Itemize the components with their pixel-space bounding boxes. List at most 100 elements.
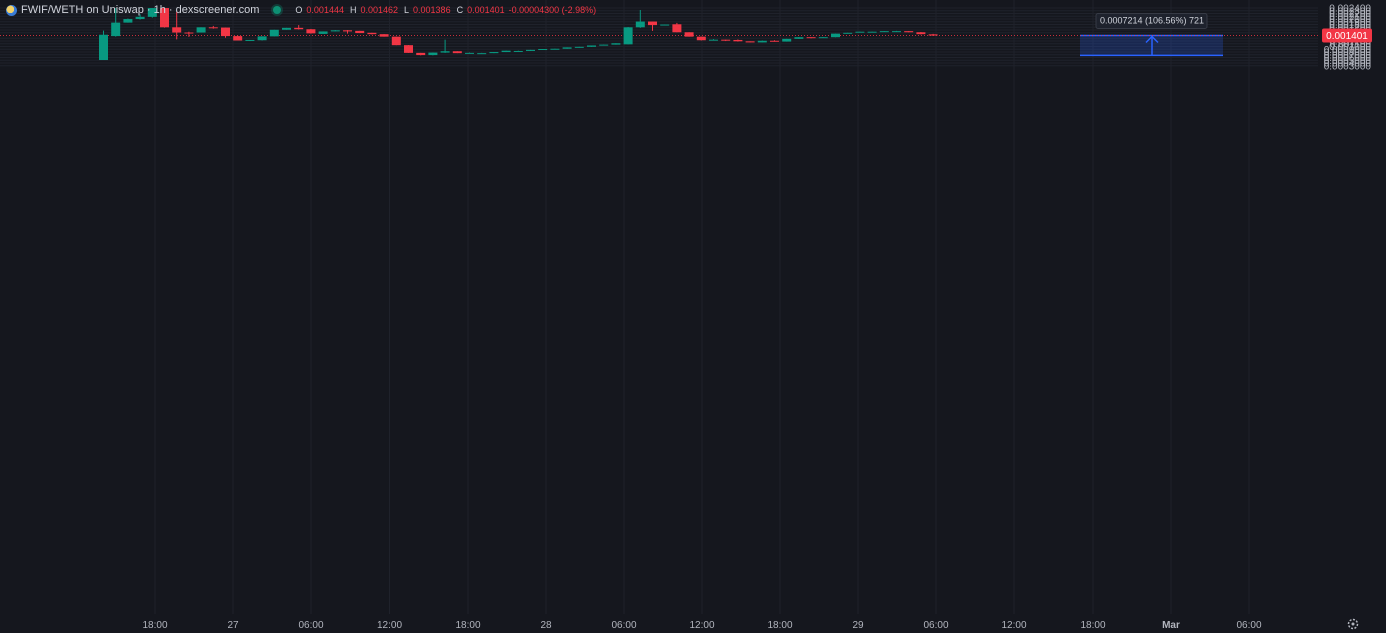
candle bbox=[294, 25, 304, 30]
candle bbox=[562, 47, 572, 49]
price-tick-label: 0.0008000 bbox=[1324, 48, 1372, 59]
measure-arrowhead-icon bbox=[1145, 35, 1159, 44]
candle bbox=[892, 30, 901, 33]
candle bbox=[526, 49, 535, 51]
low-value: 0.001386 bbox=[413, 5, 451, 15]
candle bbox=[806, 37, 816, 39]
candles bbox=[99, 8, 938, 61]
candle-body bbox=[867, 31, 877, 33]
current-price-tag-text: 0.001401 bbox=[1326, 31, 1368, 42]
price-tick-label: 0.002100 bbox=[1329, 12, 1371, 23]
low-label: L bbox=[404, 5, 410, 15]
time-tick-label: 29 bbox=[852, 620, 864, 631]
candle bbox=[379, 34, 389, 37]
candle bbox=[465, 52, 474, 54]
candle bbox=[879, 31, 889, 33]
candle-body bbox=[428, 52, 438, 56]
candle-body bbox=[684, 32, 694, 37]
candle-body bbox=[818, 37, 828, 39]
candle bbox=[428, 52, 438, 56]
candle-body bbox=[452, 51, 462, 54]
measure-label-background bbox=[1095, 13, 1208, 30]
close-value: 0.001401 bbox=[467, 5, 505, 15]
candle-body bbox=[99, 34, 108, 61]
candle-body bbox=[416, 52, 426, 56]
candle-body bbox=[806, 37, 816, 39]
candle-body bbox=[587, 45, 596, 47]
time-tick-label: 18:00 bbox=[767, 620, 792, 631]
candle-body bbox=[757, 40, 767, 43]
gear-icon-outer bbox=[1347, 618, 1359, 630]
candle-body bbox=[562, 47, 572, 49]
candle-body bbox=[269, 29, 279, 37]
high-label: H bbox=[349, 5, 357, 15]
candle-body bbox=[611, 43, 621, 45]
time-tick-label: 27 bbox=[227, 620, 239, 631]
price-tick-label: 0.002400 bbox=[1329, 4, 1371, 15]
symbol-title: FWIF/WETH on Uniswap · 1h · dexscreener.… bbox=[21, 4, 260, 16]
candle bbox=[282, 27, 291, 30]
candle bbox=[587, 45, 596, 47]
candle bbox=[123, 18, 133, 23]
candle bbox=[452, 51, 462, 54]
candle-body bbox=[879, 31, 889, 33]
time-tick-label: 06:00 bbox=[298, 620, 323, 631]
candle-body bbox=[391, 36, 401, 46]
candle-body bbox=[745, 41, 755, 43]
high-value: 0.001462 bbox=[360, 5, 399, 15]
candle-body bbox=[660, 24, 670, 26]
candle-body bbox=[111, 22, 121, 37]
price-tick-label: 0.002300 bbox=[1329, 6, 1371, 17]
candle bbox=[221, 27, 230, 38]
gear-icon[interactable] bbox=[1347, 618, 1359, 630]
price-tick-label: 0.001700 bbox=[1329, 23, 1371, 34]
candle-body bbox=[648, 21, 657, 26]
candle-body bbox=[526, 49, 535, 51]
candle-body bbox=[282, 27, 291, 30]
candle bbox=[660, 24, 670, 26]
candle bbox=[184, 31, 194, 37]
candle bbox=[635, 9, 645, 28]
gear-icon-inner bbox=[1351, 622, 1355, 626]
candle bbox=[111, 8, 121, 37]
price-tick-label: 0.0005000 bbox=[1324, 56, 1372, 67]
time-tick-label: 12:00 bbox=[377, 620, 402, 631]
candle-body bbox=[782, 38, 792, 42]
time-tick-label: 18:00 bbox=[455, 620, 480, 631]
candle-body bbox=[294, 27, 304, 30]
candle-body bbox=[599, 44, 609, 46]
candle bbox=[770, 40, 779, 42]
candle-body bbox=[147, 8, 157, 17]
candle bbox=[550, 48, 560, 50]
price-tick-label: 0.0006000 bbox=[1324, 53, 1372, 64]
time-tick-label: 12:00 bbox=[1001, 620, 1026, 631]
time-axis[interactable]: 18:00 27 06:00 12:00 18:00 28 06:00 12:00 18:00 2… bbox=[142, 620, 1261, 631]
candle bbox=[135, 14, 145, 20]
candle-body bbox=[928, 34, 938, 36]
candle bbox=[831, 33, 840, 38]
change-value: -0.00004300 (-2.98%) bbox=[508, 5, 597, 15]
candle bbox=[782, 38, 792, 42]
candle bbox=[318, 31, 328, 34]
candle bbox=[477, 52, 487, 55]
candle bbox=[696, 36, 706, 41]
candle-body bbox=[513, 50, 523, 52]
price-range-measure[interactable] bbox=[1080, 34, 1223, 57]
candle bbox=[574, 46, 584, 48]
grid-lines bbox=[0, 0, 1318, 614]
candle bbox=[867, 31, 877, 33]
candle-body bbox=[208, 27, 218, 29]
chart-legend: FWIF/WETH on Uniswap · 1h · dexscreener.… bbox=[6, 3, 596, 17]
price-tick-label: 0.002200 bbox=[1329, 9, 1371, 20]
candle bbox=[501, 50, 511, 53]
candle bbox=[721, 39, 731, 42]
candle bbox=[733, 39, 743, 42]
candle bbox=[489, 52, 499, 54]
candle bbox=[306, 28, 316, 34]
time-tick-label: Mar bbox=[1162, 620, 1180, 631]
candle-body bbox=[330, 30, 340, 32]
candle bbox=[757, 40, 767, 43]
candle-body bbox=[233, 36, 243, 41]
candle-body bbox=[221, 27, 230, 37]
